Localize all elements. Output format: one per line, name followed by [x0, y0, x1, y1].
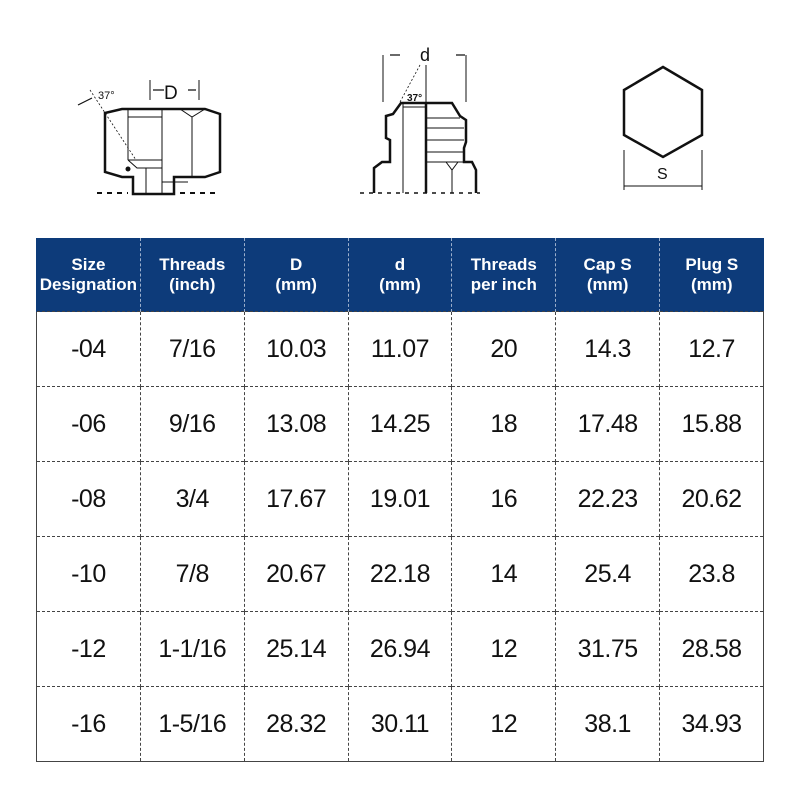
- cell-d-upper-mm: 25.14: [243, 611, 349, 687]
- column-header-line: per inch: [470, 274, 537, 294]
- cell-threads-per-inch: 16: [451, 461, 556, 537]
- cell-d-lower-mm: 14.25: [347, 386, 452, 462]
- column-header-line: Designation: [39, 274, 138, 294]
- column-header-d-upper-mm: D (mm): [243, 238, 349, 312]
- cell-plug-s-mm: 12.7: [659, 311, 764, 387]
- reference-dot: [125, 166, 131, 172]
- hex-dimension-label: S: [657, 166, 668, 183]
- cell-cap-s-mm: 22.23: [555, 461, 660, 537]
- table-row: -12 1-1/16 25.14 26.94 12 31.75 28.58: [36, 611, 764, 687]
- hex-diagram: S: [622, 65, 704, 190]
- column-header-line: (inch): [169, 274, 216, 294]
- column-header-line: Cap S: [583, 254, 632, 274]
- table-row: -04 7/16 10.03 11.07 20 14.3 12.7: [36, 311, 764, 387]
- cell-threads-inch: 1-1/16: [139, 611, 245, 687]
- column-header-line: (mm): [691, 274, 733, 294]
- cell-d-upper-mm: 13.08: [243, 386, 349, 462]
- cell-size-designation: -04: [36, 311, 141, 387]
- cell-d-lower-mm: 19.01: [347, 461, 452, 537]
- column-header-line: (mm): [275, 274, 317, 294]
- cell-d-upper-mm: 17.67: [243, 461, 349, 537]
- column-header-line: d: [394, 254, 406, 274]
- plug-dimension-label: d: [420, 45, 430, 65]
- cell-d-lower-mm: 30.11: [347, 686, 452, 762]
- column-header-line: Size: [71, 254, 106, 274]
- cell-d-lower-mm: 11.07: [347, 311, 452, 387]
- column-header-line: Threads: [470, 254, 537, 274]
- column-header-threads-inch: Threads (inch): [139, 238, 245, 312]
- column-header-d-lower-mm: d (mm): [347, 238, 452, 312]
- cell-threads-inch: 7/8: [139, 536, 245, 612]
- cell-cap-s-mm: 38.1: [555, 686, 660, 762]
- cell-d-upper-mm: 10.03: [243, 311, 349, 387]
- cell-threads-inch: 9/16: [139, 386, 245, 462]
- table-row: -06 9/16 13.08 14.25 18 17.48 15.88: [36, 386, 764, 462]
- plug-angle-label: 37°: [407, 93, 422, 104]
- cell-d-lower-mm: 22.18: [347, 536, 452, 612]
- cell-size-designation: -06: [36, 386, 141, 462]
- table-row: -10 7/8 20.67 22.18 14 25.4 23.8: [36, 536, 764, 612]
- cell-size-designation: -12: [36, 611, 141, 687]
- cell-threads-per-inch: 12: [451, 686, 556, 762]
- cell-d-upper-mm: 28.32: [243, 686, 349, 762]
- cell-threads-per-inch: 12: [451, 611, 556, 687]
- plug-diagram: d 37°: [360, 45, 480, 194]
- cell-plug-s-mm: 23.8: [659, 536, 764, 612]
- cell-d-lower-mm: 26.94: [347, 611, 452, 687]
- column-header-size-designation: Size Designation: [36, 238, 141, 312]
- cell-plug-s-mm: 28.58: [659, 611, 764, 687]
- cell-cap-s-mm: 31.75: [555, 611, 660, 687]
- column-header-line: Plug S: [685, 254, 739, 274]
- column-header-cap-s-mm: Cap S (mm): [555, 238, 660, 312]
- cell-threads-inch: 3/4: [139, 461, 245, 537]
- column-header-line: Threads: [159, 254, 226, 274]
- cell-cap-s-mm: 25.4: [555, 536, 660, 612]
- cell-plug-s-mm: 15.88: [659, 386, 764, 462]
- cap-dimension-label: D: [164, 83, 178, 104]
- column-header-threads-per-inch: Threads per inch: [451, 238, 556, 312]
- table-row: -08 3/4 17.67 19.01 16 22.23 20.62: [36, 461, 764, 537]
- column-header-line: D: [289, 254, 303, 274]
- cell-size-designation: -08: [36, 461, 141, 537]
- cell-cap-s-mm: 14.3: [555, 311, 660, 387]
- cell-d-upper-mm: 20.67: [243, 536, 349, 612]
- table-header-row: Size Designation Threads (inch) D (mm) d (mm) Th…: [36, 238, 764, 312]
- cap-diagram: 37° D: [77, 80, 222, 196]
- cell-cap-s-mm: 17.48: [555, 386, 660, 462]
- cell-threads-per-inch: 20: [451, 311, 556, 387]
- column-header-line: (mm): [379, 274, 421, 294]
- cell-plug-s-mm: 20.62: [659, 461, 764, 537]
- cell-plug-s-mm: 34.93: [659, 686, 764, 762]
- cell-size-designation: -16: [36, 686, 141, 762]
- cell-size-designation: -10: [36, 536, 141, 612]
- cell-threads-inch: 1-5/16: [139, 686, 245, 762]
- size-table: Size Designation Threads (inch) D (mm) d (mm) Th…: [36, 238, 764, 762]
- cell-threads-per-inch: 18: [451, 386, 556, 462]
- column-header-line: (mm): [586, 274, 629, 294]
- table-row: -16 1-5/16 28.32 30.11 12 38.1 34.93: [36, 686, 764, 762]
- cell-threads-inch: 7/16: [139, 311, 245, 387]
- cap-angle-label: 37°: [98, 90, 115, 102]
- column-header-plug-s-mm: Plug S (mm): [659, 238, 764, 312]
- cell-threads-per-inch: 14: [451, 536, 556, 612]
